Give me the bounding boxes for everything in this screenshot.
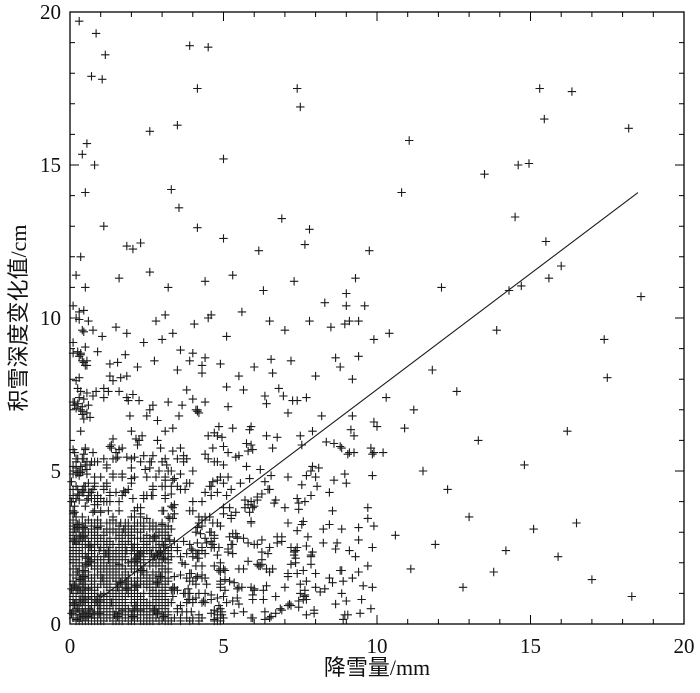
x-axis-label: 降雪量/mm	[323, 655, 431, 680]
x-tick-label: 10	[367, 634, 388, 658]
x-tick-label: 0	[65, 634, 76, 658]
x-tick-label: 5	[218, 634, 229, 658]
y-tick-label: 10	[40, 306, 61, 330]
x-tick-label: 15	[520, 634, 541, 658]
scatter-points	[67, 17, 646, 626]
y-tick-label: 0	[51, 612, 62, 636]
y-tick-label: 20	[40, 0, 61, 24]
x-tick-label: 20	[674, 634, 695, 658]
y-tick-label: 5	[51, 459, 62, 483]
y-tick-label: 15	[40, 153, 61, 177]
y-axis-label: 积雪深度变化值/cm	[6, 224, 31, 412]
regression-line	[100, 192, 639, 599]
